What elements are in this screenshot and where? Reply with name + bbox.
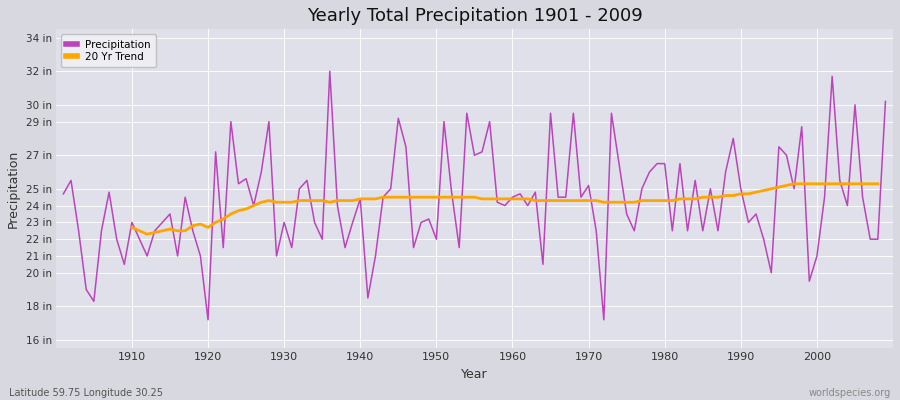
- Legend: Precipitation, 20 Yr Trend: Precipitation, 20 Yr Trend: [61, 34, 156, 67]
- Text: Latitude 59.75 Longitude 30.25: Latitude 59.75 Longitude 30.25: [9, 388, 163, 398]
- Precipitation: [515, 192, 526, 196]
- Precipitation: [294, 186, 305, 191]
- Precipitation: [347, 220, 358, 225]
- X-axis label: Year: Year: [461, 368, 488, 381]
- Precipitation: [119, 262, 130, 267]
- 20 Yr Trend: [788, 181, 799, 186]
- Precipitation: [880, 99, 891, 104]
- Precipitation: [324, 69, 335, 74]
- 20 Yr Trend: [310, 198, 320, 203]
- 20 Yr Trend: [507, 196, 517, 201]
- Precipitation: [614, 161, 625, 166]
- 20 Yr Trend: [720, 193, 731, 198]
- Precipitation: [522, 203, 533, 208]
- Line: 20 Yr Trend: 20 Yr Trend: [132, 184, 877, 234]
- Y-axis label: Precipitation: Precipitation: [7, 150, 20, 228]
- Text: worldspecies.org: worldspecies.org: [809, 388, 891, 398]
- 20 Yr Trend: [127, 225, 138, 230]
- 20 Yr Trend: [530, 198, 541, 203]
- 20 Yr Trend: [141, 232, 152, 236]
- Precipitation: [202, 317, 213, 322]
- Line: Precipitation: Precipitation: [63, 71, 886, 320]
- 20 Yr Trend: [872, 181, 883, 186]
- Title: Yearly Total Precipitation 1901 - 2009: Yearly Total Precipitation 1901 - 2009: [307, 7, 643, 25]
- 20 Yr Trend: [332, 198, 343, 203]
- 20 Yr Trend: [363, 196, 374, 201]
- Precipitation: [58, 192, 68, 196]
